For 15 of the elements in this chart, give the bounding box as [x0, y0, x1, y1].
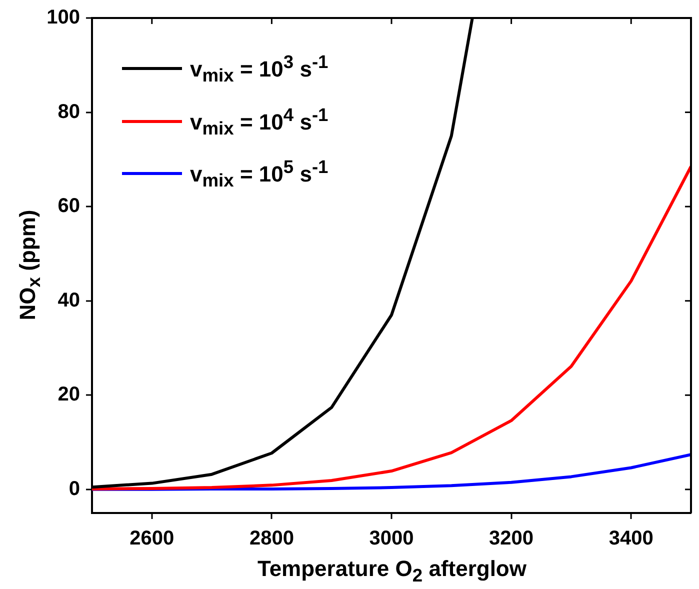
- x-tick-label: 3000: [369, 528, 414, 550]
- y-tick-label: 80: [58, 100, 80, 123]
- y-tick-label: 0: [68, 478, 80, 500]
- x-tick-label: 3400: [608, 528, 654, 550]
- legend-label: v$_{mix}$ = 10$^{3}$ s$^{-1}$: [190, 50, 328, 88]
- legend-label: v$_{mix}$ = 10$^{4}$ s$^{-1}$: [190, 102, 328, 140]
- x-axis-title: Temperature O$_{2}$ afterglow: [256, 556, 528, 586]
- y-tick-label: 40: [58, 289, 80, 312]
- x-tick-label: 2800: [249, 528, 294, 550]
- y-tick-label: 100: [46, 6, 80, 29]
- y-tick-label: 20: [58, 384, 80, 406]
- y-tick-label: 60: [58, 195, 80, 218]
- legend-label: v$_{mix}$ = 10$^{5}$ s$^{-1}$: [190, 155, 328, 194]
- x-tick-label: 3200: [489, 528, 534, 550]
- x-tick-label: 2600: [130, 528, 174, 550]
